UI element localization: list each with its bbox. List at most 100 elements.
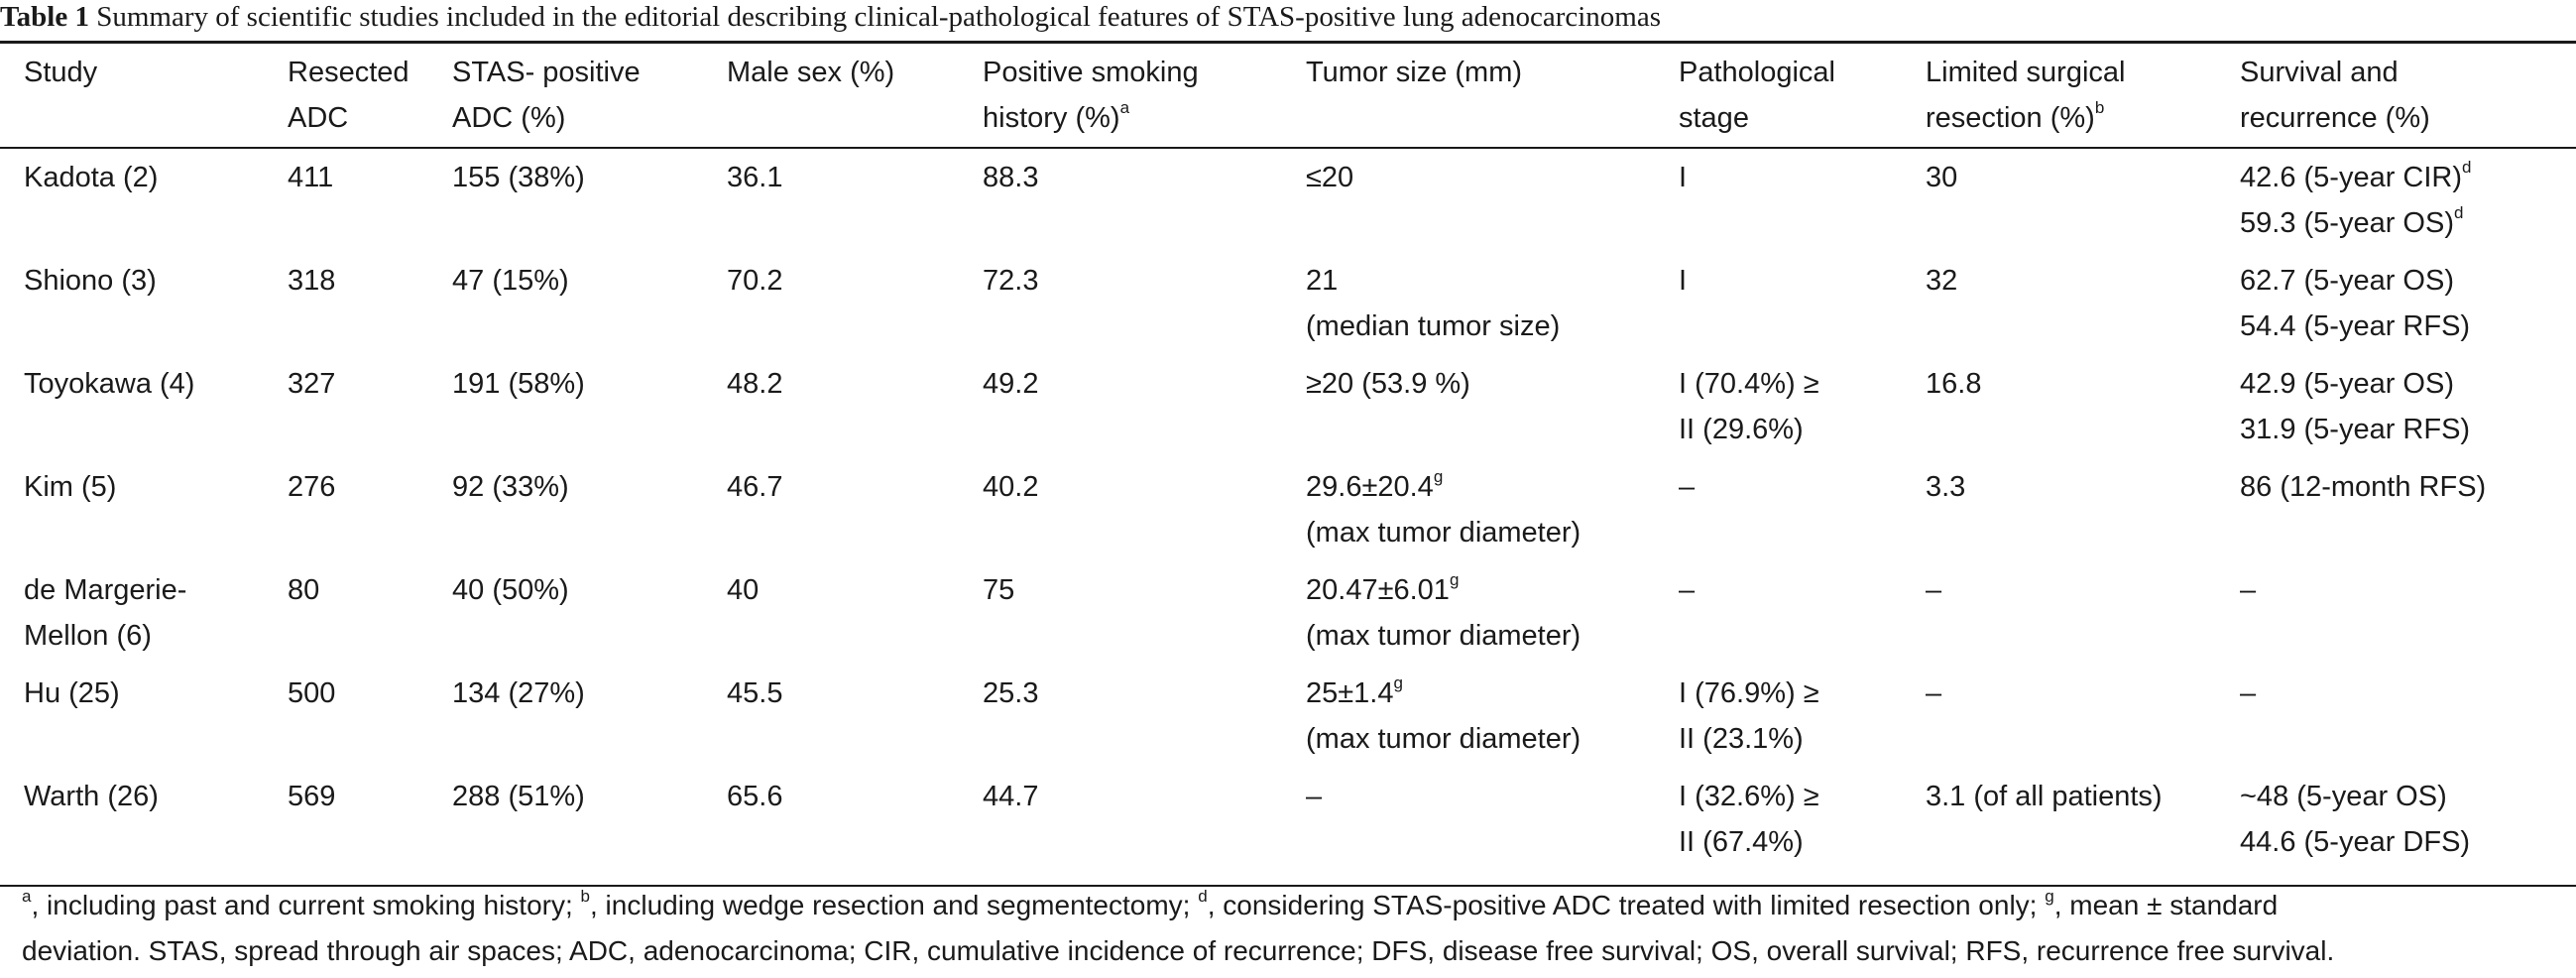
cell-line: 155 (38%) [452,162,585,193]
cell-stas: 191 (58%) [428,355,703,458]
cell-line: Mellon (6) [24,620,152,652]
cell-line: 80 [288,574,320,606]
cell-line: 327 [288,368,336,400]
cell-line: 36.1 [727,162,783,193]
header-line: Resected [288,57,410,88]
cell-limited: 3.1 (of all patients) [1902,768,2216,871]
cell-survival: 42.6 (5-year CIR)d 59.3 (5-year OS)d [2216,148,2576,252]
table-caption: Table 1 Summary of scientific studies in… [0,0,2576,38]
cell-line: 276 [288,471,336,503]
header-study: Study [0,44,264,148]
cell-tumor: ≤20 [1282,148,1655,252]
cell-line: 44.6 (5-year DFS) [2240,826,2471,858]
cell-male: 36.1 [703,148,959,252]
cell-stas: 47 (15%) [428,252,703,355]
cell-line: 42.6 (5-year CIR)d [2240,158,2472,193]
cell-line: Warth (26) [24,781,159,812]
cell-survival: 86 (12-month RFS) [2216,458,2576,561]
cell-line: 411 [288,162,334,193]
cell-limited: – [1902,561,2216,665]
cell-stas: 155 (38%) [428,148,703,252]
cell-survival: ~48 (5-year OS) 44.6 (5-year DFS) [2216,768,2576,871]
cell-line: (median tumor size) [1306,310,1561,342]
cell-line: – [1926,677,1942,709]
cell-study: Kadota (2) [0,148,264,252]
cell-male: 70.2 [703,252,959,355]
cell-line: 45.5 [727,677,783,709]
footnote-mark-g: g [1393,673,1403,693]
cell-line: (max tumor diameter) [1306,517,1581,549]
cell-line: 44.7 [983,781,1039,812]
header-pathological-stage: Pathological stage [1655,44,1902,148]
header-resected-adc: Resected ADC [264,44,428,148]
cell-line: I (32.6%) ≥ [1679,781,1819,812]
cell-survival: – [2216,665,2576,768]
cell-line: 86 (12-month RFS) [2240,471,2487,503]
cell-resected: 276 [264,458,428,561]
header-line: Pathological [1679,57,1835,88]
cell-tumor: 25±1.4g (max tumor diameter) [1282,665,1655,768]
table-row: de Margerie- Mellon (6) 80 40 (50%) 40 75 20.4… [0,561,2576,665]
studies-table: Study Resected ADC STAS- positive ADC (%) Mal… [0,44,2576,871]
header-survival-and-recurrence: Survival and recurrence (%) [2216,44,2576,148]
cell-male: 40 [703,561,959,665]
cell-line: I (70.4%) ≥ [1679,368,1819,400]
cell-smoking: 25.3 [959,665,1282,768]
cell-line: Hu (25) [24,677,120,709]
cell-line: ≥20 (53.9 %) [1306,368,1470,400]
cell-resected: 80 [264,561,428,665]
header-line: ADC (%) [452,102,566,134]
cell-male: 46.7 [703,458,959,561]
cell-line: 75 [983,574,1015,606]
cell-study: Shiono (3) [0,252,264,355]
header-positive-smoking-history: Positive smoking history (%)a [959,44,1282,148]
cell-stage: I (70.4%) ≥ II (29.6%) [1655,355,1902,458]
cell-study: de Margerie- Mellon (6) [0,561,264,665]
footnote-mark-g: g [1449,570,1460,590]
cell-line: Shiono (3) [24,265,157,297]
cell-stage: – [1655,458,1902,561]
header-line: Tumor size (mm) [1306,57,1523,88]
cell-line: ~48 (5-year OS) [2240,781,2447,812]
cell-resected: 327 [264,355,428,458]
header-male-sex: Male sex (%) [703,44,959,148]
cell-line: 49.2 [983,368,1039,400]
cell-limited: 30 [1902,148,2216,252]
cell-line: – [2240,574,2257,606]
cell-study: Toyokawa (4) [0,355,264,458]
cell-line: 65.6 [727,781,783,812]
footnote-text: , including wedge resection and segmente… [590,890,1199,920]
cell-line: (max tumor diameter) [1306,723,1581,755]
cell-stage: I (32.6%) ≥ II (67.4%) [1655,768,1902,871]
cell-line: 20.47±6.01g [1306,570,1460,606]
cell-survival: 42.9 (5-year OS) 31.9 (5-year RFS) [2216,355,2576,458]
cell-line: (max tumor diameter) [1306,620,1581,652]
footnote-mark-b: b [2094,98,2105,118]
cell-resected: 569 [264,768,428,871]
header-line: Study [24,57,98,88]
table-row: Shiono (3) 318 47 (15%) 70.2 72.3 21 (median t… [0,252,2576,355]
cell-tumor: 29.6±20.4g (max tumor diameter) [1282,458,1655,561]
header-line: history (%)a [983,98,1130,134]
cell-smoking: 75 [959,561,1282,665]
cell-line: 40 (50%) [452,574,569,606]
footnote-mark-a: a [22,886,32,906]
cell-stage: I [1655,148,1902,252]
cell-line: 40.2 [983,471,1039,503]
footnote-mark-d: d [2462,158,2472,178]
footnote-mark-a: a [1119,98,1130,118]
cell-line: ≤20 [1306,162,1354,193]
cell-line: 288 (51%) [452,781,585,812]
cell-resected: 318 [264,252,428,355]
cell-line: Toyokawa (4) [24,368,195,400]
cell-smoking: 88.3 [959,148,1282,252]
header-tumor-size: Tumor size (mm) [1282,44,1655,148]
cell-line: 59.3 (5-year OS)d [2240,203,2464,239]
cell-line: Kim (5) [24,471,117,503]
footnote-text: , considering STAS-positive ADC treated … [1207,890,2046,920]
cell-limited: 32 [1902,252,2216,355]
cell-line: 500 [288,677,336,709]
cell-line: 72.3 [983,265,1039,297]
footnote-mark-g: g [1433,467,1444,487]
cell-stas: 40 (50%) [428,561,703,665]
